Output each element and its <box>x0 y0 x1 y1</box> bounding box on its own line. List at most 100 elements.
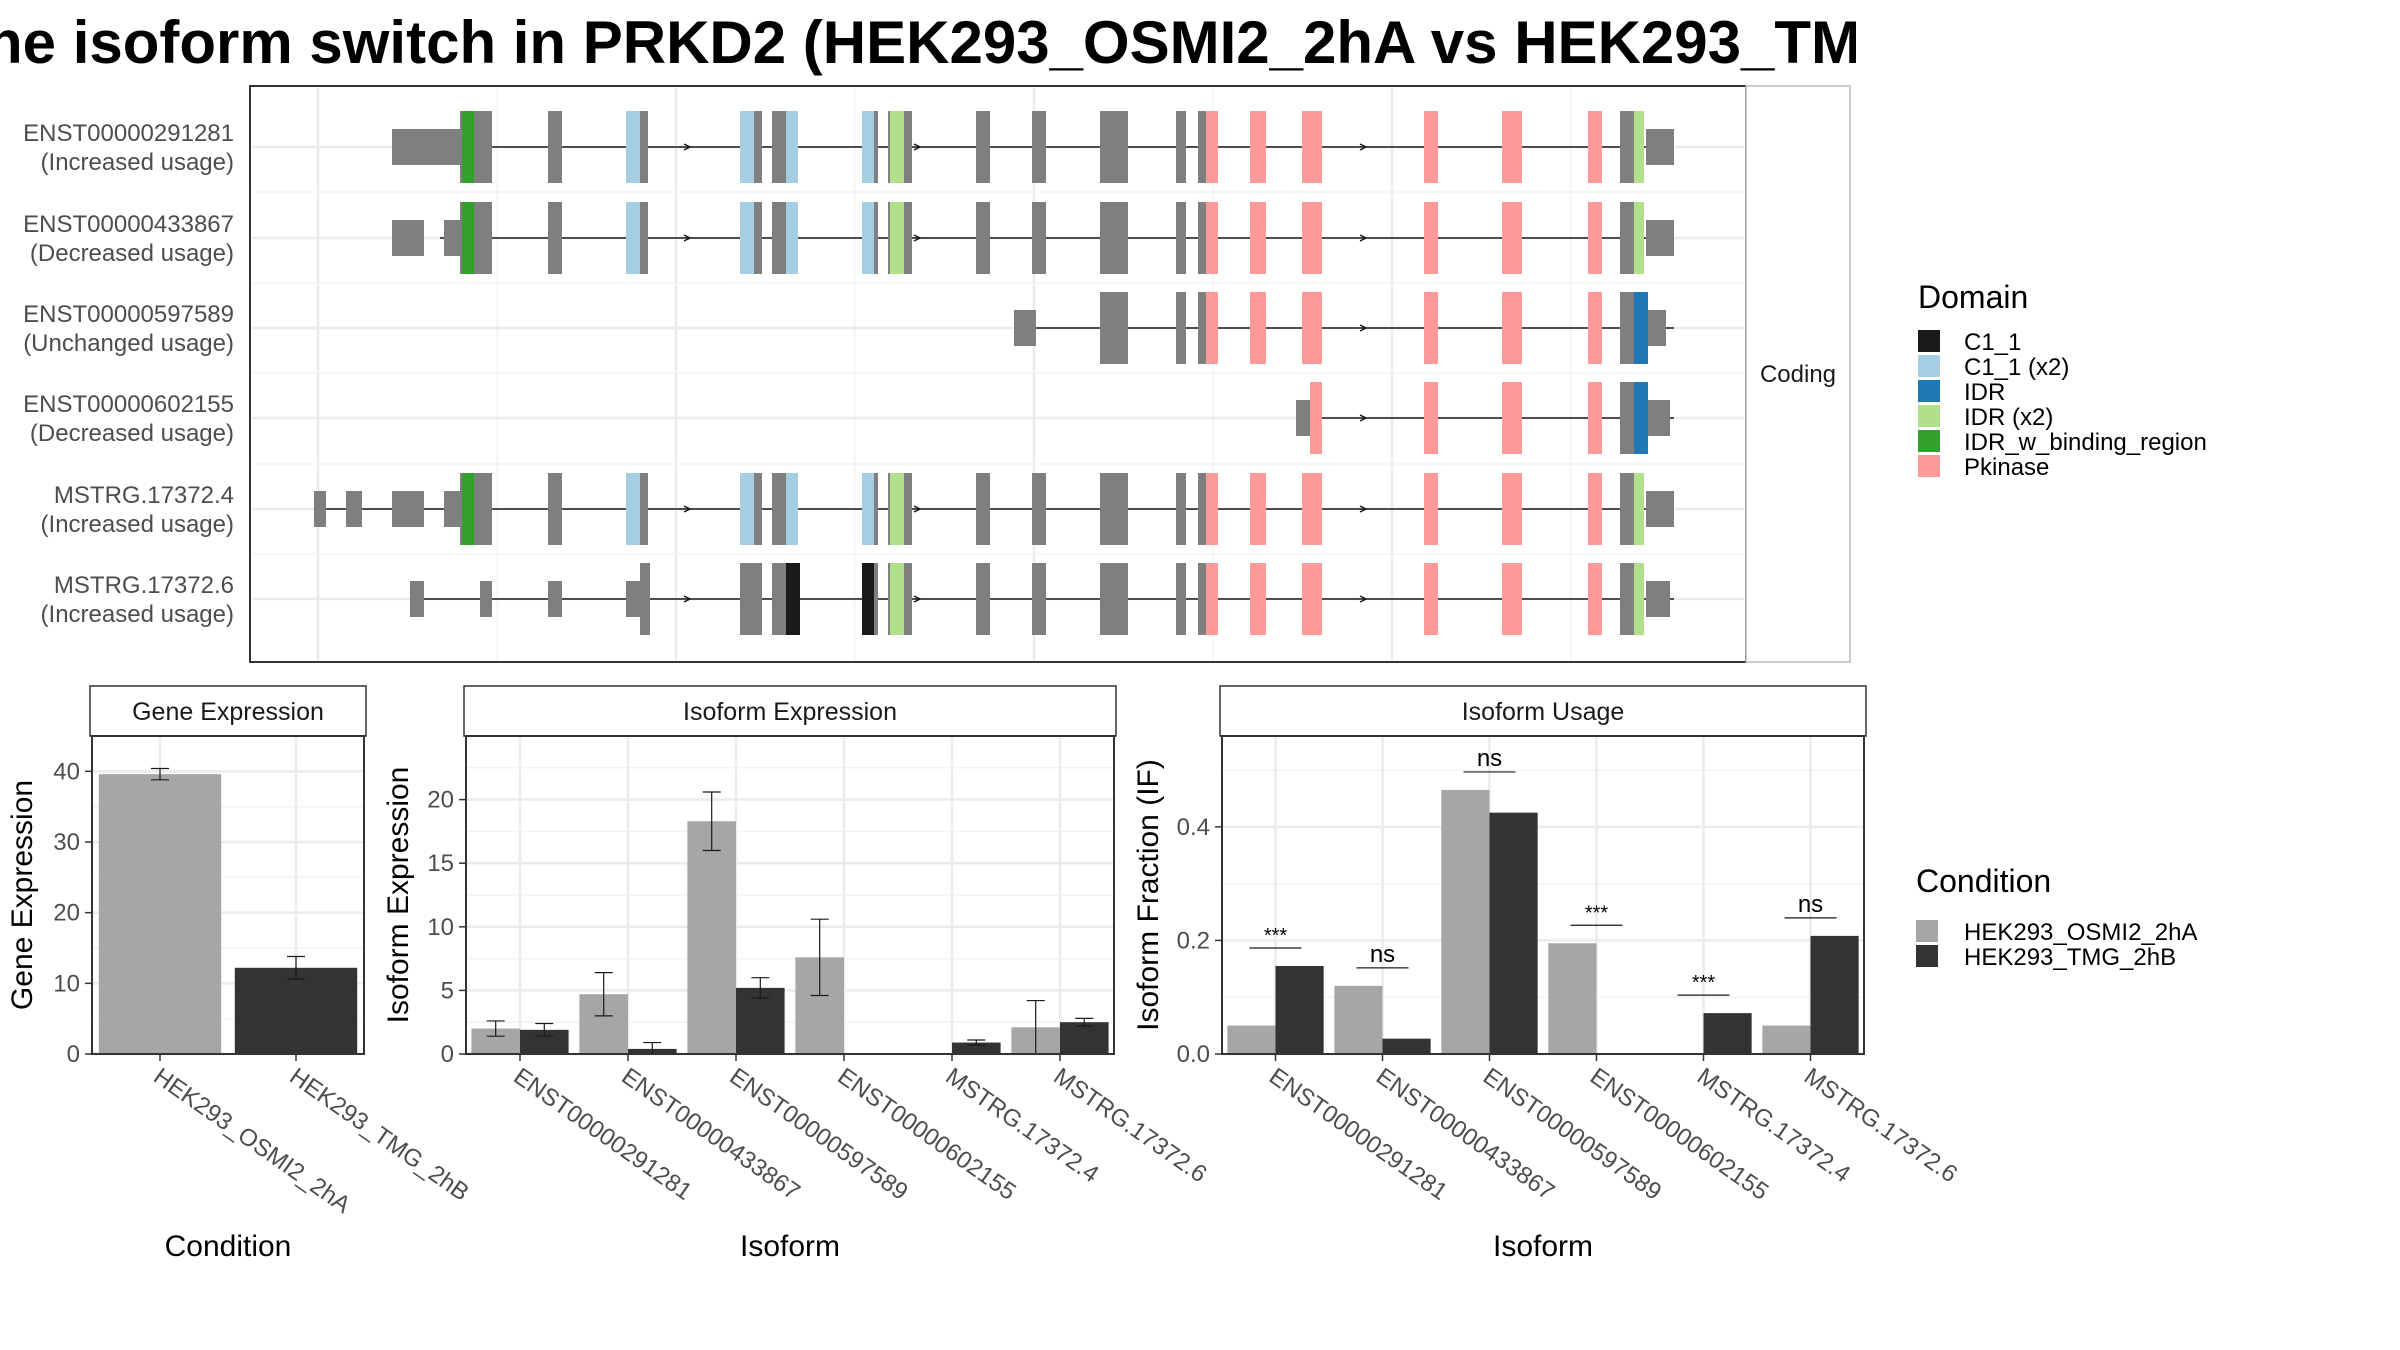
direction-arrow <box>913 595 922 603</box>
transcript-id-label: MSTRG.17372.4 <box>54 482 234 509</box>
domain-region <box>1634 292 1648 364</box>
panel-title: Gene Expression <box>132 698 324 726</box>
x-axis-title: Condition <box>165 1230 292 1263</box>
domain-region <box>1588 292 1602 364</box>
exon <box>740 563 762 635</box>
exon <box>640 563 650 635</box>
error-bar <box>535 1022 554 1037</box>
facet-strip <box>1745 85 1851 663</box>
transcript-id-label: MSTRG.17372.6 <box>54 572 234 599</box>
domain-region <box>1634 563 1644 635</box>
direction-arrow <box>913 505 922 513</box>
domain-region <box>1424 563 1438 635</box>
domain-region <box>1302 111 1322 183</box>
direction-arrow <box>683 595 692 603</box>
x-tick-label: ENST00000602155 <box>1585 1063 1773 1206</box>
bar <box>98 774 222 1054</box>
legend-label: IDR_w_binding_region <box>1964 429 2207 456</box>
domain-region <box>1588 202 1602 274</box>
domain-region <box>1424 473 1438 545</box>
domain-region <box>786 563 800 635</box>
domain-region <box>786 111 798 183</box>
direction-arrow <box>1359 505 1368 513</box>
transcript-track <box>392 111 1674 183</box>
domain-region <box>1424 202 1438 274</box>
bar <box>1060 1022 1109 1054</box>
legend-key <box>1918 380 1940 402</box>
exon <box>1620 111 1636 183</box>
error-bar <box>967 1039 986 1046</box>
y-tick-label: 40 <box>53 758 80 785</box>
y-tick-label: 10 <box>427 914 454 941</box>
exon <box>626 581 644 617</box>
transcript-usage-label: (Increased usage) <box>41 511 234 538</box>
legend-key <box>1918 405 1940 427</box>
domain-region <box>462 202 474 274</box>
domain-region <box>462 111 474 183</box>
direction-arrow <box>1359 143 1368 151</box>
legend-label: IDR <box>1964 379 2005 406</box>
bar <box>1334 985 1383 1054</box>
domain-region <box>890 202 904 274</box>
exon <box>548 473 562 545</box>
exon <box>1646 129 1674 165</box>
x-tick-label: ENST00000597589 <box>1478 1063 1666 1206</box>
significance-label: ns <box>1477 745 1502 772</box>
domain-region <box>1634 111 1644 183</box>
plot-frame <box>1221 735 1865 1055</box>
domain-region <box>1302 473 1322 545</box>
exon <box>1100 202 1128 274</box>
bar <box>1810 935 1859 1054</box>
legend-label: C1_1 (x2) <box>1964 354 2069 381</box>
x-tick-label: ENST00000602155 <box>833 1063 1021 1206</box>
exon <box>1198 292 1208 364</box>
transcript-track <box>1014 292 1674 364</box>
domain-region <box>1634 202 1644 274</box>
exon <box>1176 563 1186 635</box>
panel-title: Isoform Usage <box>1462 698 1625 726</box>
domain-region <box>1424 292 1438 364</box>
x-tick-label: ENST00000291281 <box>1264 1063 1452 1206</box>
exon <box>392 220 424 256</box>
y-tick-label: 0.2 <box>1177 927 1210 954</box>
exon <box>1646 581 1670 617</box>
exon <box>410 581 424 617</box>
direction-arrow <box>1359 234 1368 242</box>
exon <box>1032 473 1046 545</box>
y-tick-label: 0.4 <box>1177 814 1210 841</box>
exon <box>444 491 460 527</box>
domain-region <box>862 202 874 274</box>
bar <box>1548 943 1597 1054</box>
exon <box>1198 202 1208 274</box>
domain-region <box>862 563 874 635</box>
domain-region <box>890 473 904 545</box>
transcript-usage-label: (Decreased usage) <box>30 420 234 447</box>
structure-panel-bg <box>249 85 1747 663</box>
exon <box>548 111 562 183</box>
transcript-usage-label: (Increased usage) <box>41 601 234 628</box>
transcript-id-label: ENST00000602155 <box>23 391 234 418</box>
domain-region <box>462 473 474 545</box>
panel-strip <box>463 685 1117 737</box>
error-bar <box>486 1020 505 1037</box>
x-axis-title: Isoform <box>1493 1230 1593 1263</box>
legend-label: C1_1 <box>1964 329 2021 356</box>
exon <box>1100 292 1128 364</box>
domain-region <box>1250 202 1266 274</box>
transcript-id-label: ENST00000597589 <box>23 301 234 328</box>
exon <box>444 220 460 256</box>
domain-region <box>890 563 904 635</box>
legend-key <box>1918 430 1940 452</box>
bar <box>1275 965 1324 1054</box>
bar <box>1441 789 1490 1054</box>
exon <box>1620 382 1636 454</box>
y-tick-label: 0 <box>441 1041 454 1068</box>
plot-frame <box>465 735 1115 1055</box>
exon <box>1100 563 1128 635</box>
domain-region <box>1250 292 1266 364</box>
x-tick-label: ENST00000597589 <box>725 1063 913 1206</box>
significance-label: ns <box>1798 891 1823 918</box>
domain-region <box>626 473 640 545</box>
exon <box>1100 111 1128 183</box>
